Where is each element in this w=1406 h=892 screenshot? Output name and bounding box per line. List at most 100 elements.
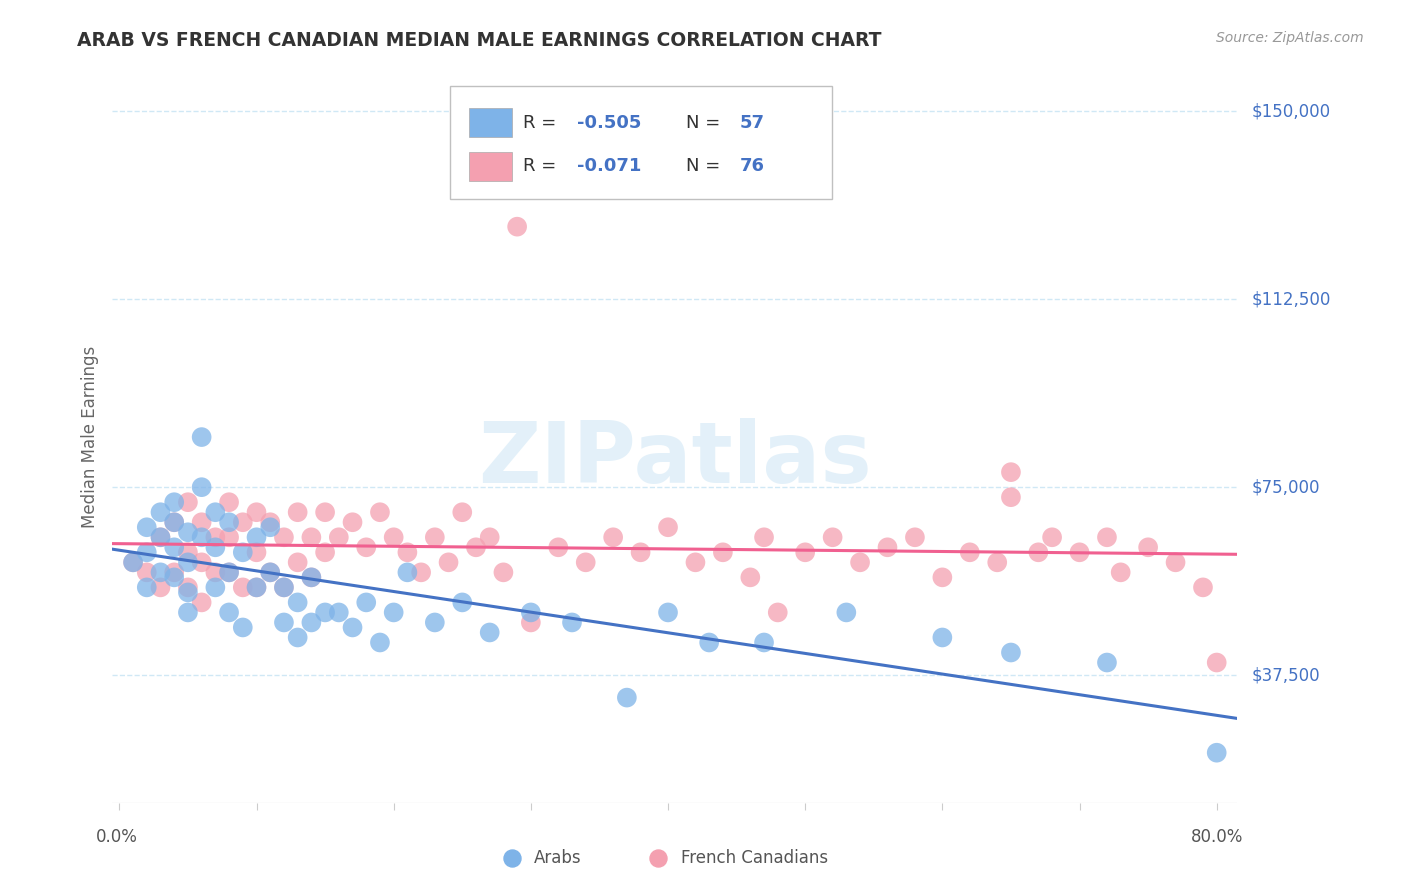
Point (1137, 541, 1160, 555)
Point (190, 530, 212, 544)
FancyBboxPatch shape (450, 86, 832, 200)
Point (575, 555, 598, 569)
Point (232, 620, 254, 634)
Point (1069, 545, 1091, 559)
Point (177, 525, 200, 540)
Point (149, 505, 172, 519)
Point (520, 606, 543, 620)
Point (697, 635, 720, 649)
Text: -0.505: -0.505 (576, 113, 641, 131)
Point (218, 566, 240, 580)
Point (287, 505, 309, 519)
Point (959, 545, 981, 559)
Point (465, 541, 488, 555)
Text: $37,500: $37,500 (1251, 666, 1320, 684)
Point (931, 570, 953, 584)
Text: ZIPatlas: ZIPatlas (478, 417, 872, 500)
Point (492, 566, 515, 580)
Text: French Canadians: French Canadians (681, 848, 828, 867)
Point (602, 530, 624, 544)
Point (368, 505, 391, 519)
Point (287, 595, 309, 609)
Point (711, 545, 734, 559)
Point (245, 530, 267, 544)
Point (177, 606, 200, 620)
Point (135, 545, 157, 559)
Point (1000, 465, 1022, 479)
Point (204, 580, 226, 594)
Point (204, 566, 226, 580)
Text: $112,500: $112,500 (1251, 290, 1330, 309)
Point (1000, 646, 1022, 660)
Point (273, 580, 295, 594)
Text: 76: 76 (740, 158, 765, 176)
Text: N =: N = (686, 113, 725, 131)
Point (177, 585, 200, 599)
Point (849, 555, 872, 569)
Point (1095, 530, 1118, 544)
Point (177, 555, 200, 569)
Point (1205, 656, 1227, 670)
Point (190, 515, 212, 529)
Point (190, 480, 212, 494)
Point (273, 580, 295, 594)
Point (835, 606, 858, 620)
Point (1095, 656, 1118, 670)
Point (1000, 490, 1022, 504)
Text: R =: R = (523, 113, 562, 131)
Point (931, 631, 953, 645)
Point (204, 505, 226, 519)
Text: -0.071: -0.071 (576, 158, 641, 176)
Point (245, 580, 267, 594)
FancyBboxPatch shape (470, 108, 512, 137)
Point (342, 515, 364, 529)
Point (190, 595, 212, 609)
Point (506, 219, 529, 234)
Point (520, 615, 543, 630)
Point (218, 566, 240, 580)
Point (163, 566, 186, 580)
Point (1205, 746, 1227, 760)
Point (368, 635, 391, 649)
Point (135, 520, 157, 534)
Point (382, 606, 405, 620)
Point (204, 530, 226, 544)
Point (451, 595, 474, 609)
Point (986, 555, 1008, 569)
Point (1164, 555, 1187, 569)
Point (163, 515, 186, 529)
Point (752, 530, 775, 544)
Text: Source: ZipAtlas.com: Source: ZipAtlas.com (1216, 31, 1364, 45)
Point (122, 555, 145, 569)
Point (245, 545, 267, 559)
Point (245, 505, 267, 519)
Point (328, 530, 350, 544)
Point (478, 625, 501, 640)
Point (396, 545, 419, 559)
Point (451, 505, 474, 519)
Point (752, 635, 775, 649)
Point (411, 566, 433, 580)
Point (259, 520, 281, 534)
Point (685, 555, 707, 569)
Point (1040, 530, 1063, 544)
Point (547, 541, 569, 555)
Point (657, 520, 679, 534)
Point (1028, 545, 1050, 559)
Text: $150,000: $150,000 (1251, 103, 1330, 120)
Point (163, 495, 186, 509)
Point (245, 580, 267, 594)
Point (1109, 566, 1132, 580)
Point (740, 570, 762, 584)
Point (259, 566, 281, 580)
Point (177, 580, 200, 594)
Text: ARAB VS FRENCH CANADIAN MEDIAN MALE EARNINGS CORRELATION CHART: ARAB VS FRENCH CANADIAN MEDIAN MALE EARN… (77, 31, 882, 50)
Point (299, 570, 322, 584)
Point (218, 606, 240, 620)
Point (135, 580, 157, 594)
Point (177, 545, 200, 559)
Point (342, 620, 364, 634)
Point (382, 530, 405, 544)
Text: 0.0%: 0.0% (96, 828, 138, 846)
Point (218, 515, 240, 529)
